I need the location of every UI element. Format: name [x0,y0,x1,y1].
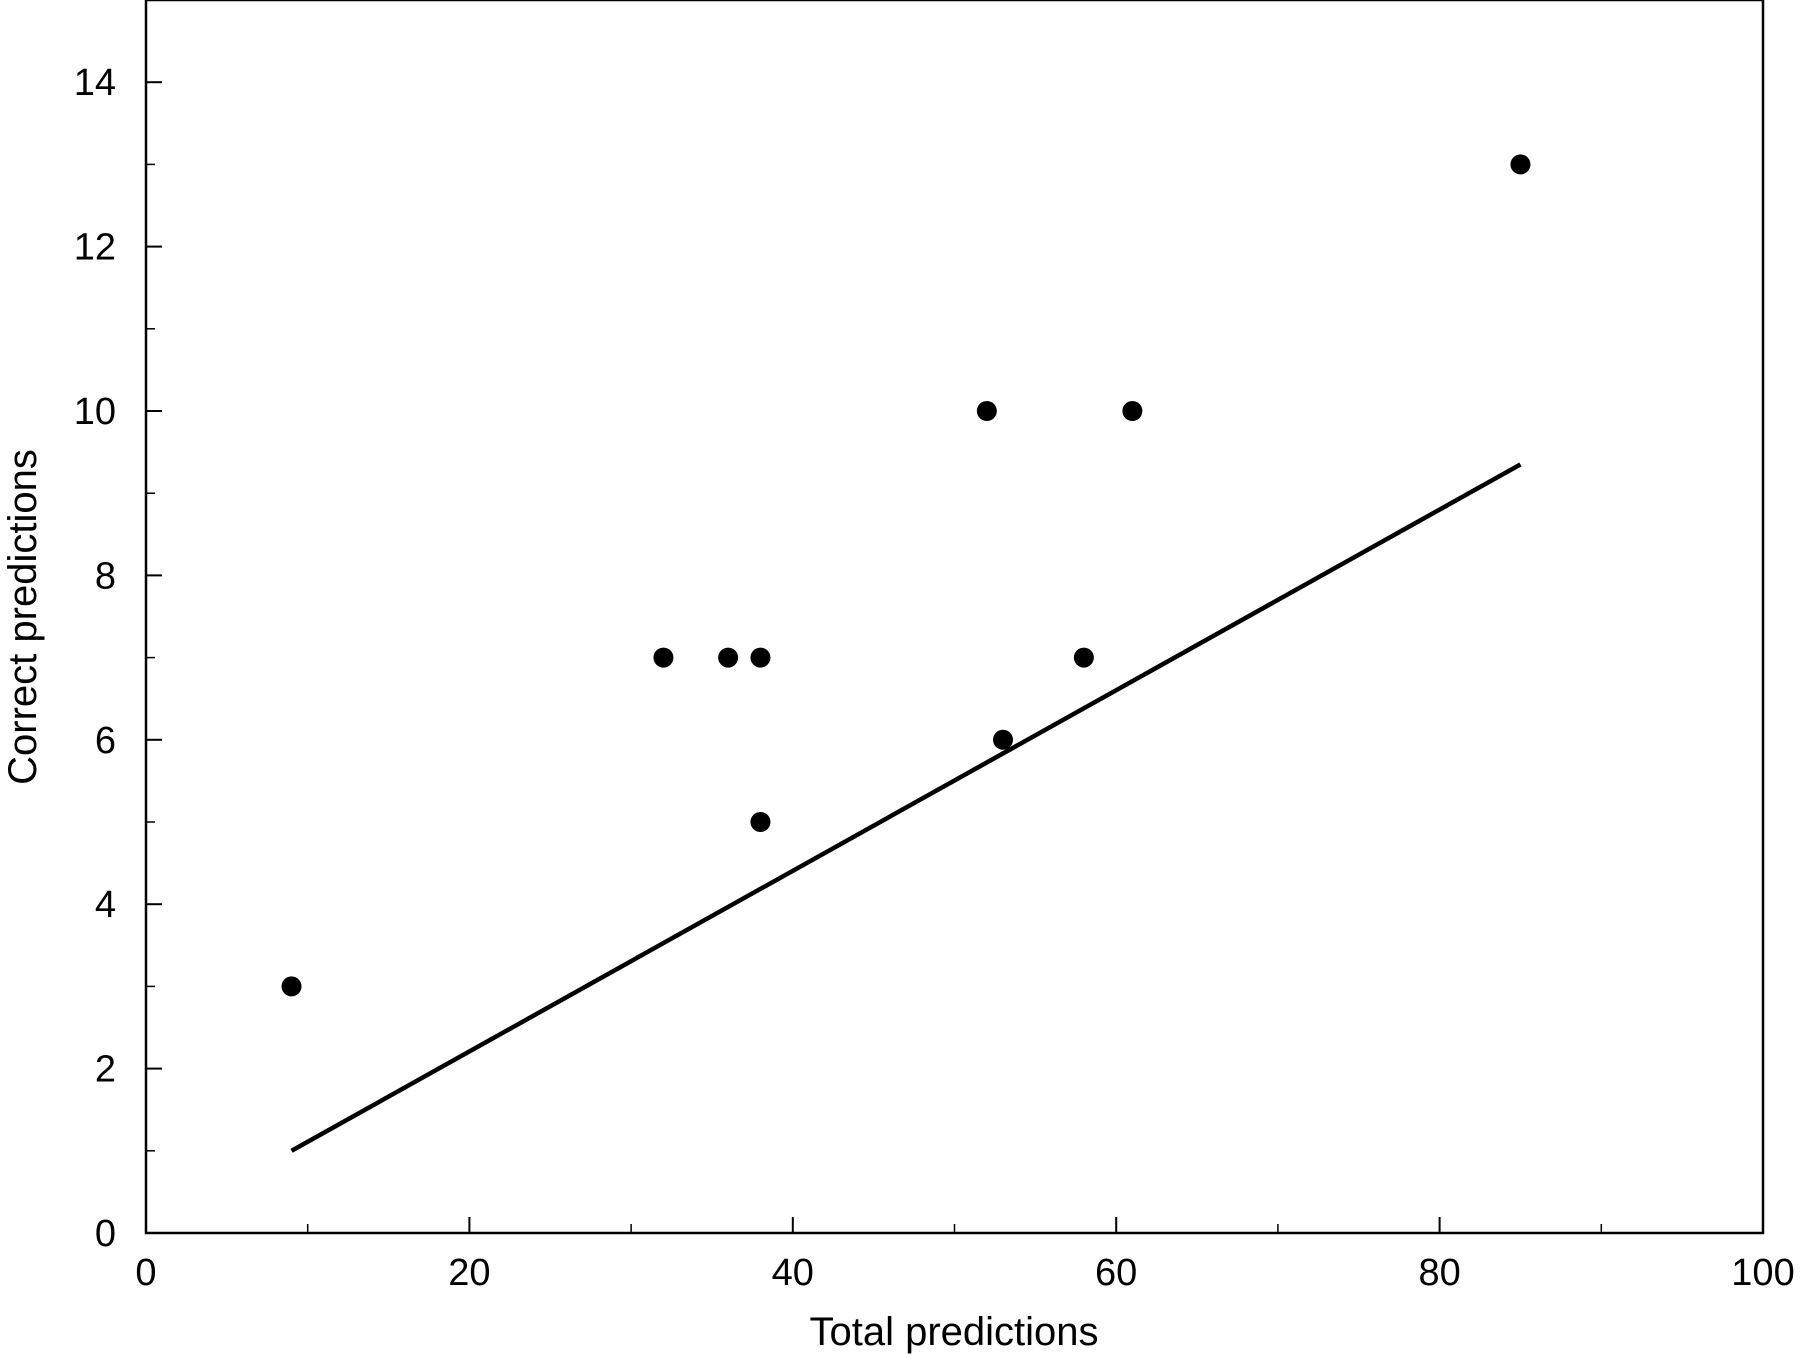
x-axis: 0 20 40 60 80 100 [135,1217,1795,1294]
x-tick-label: 20 [448,1252,490,1294]
plot-frame [144,0,1765,1235]
x-tick-label: 0 [135,1252,156,1294]
y-tick-label: 14 [74,62,116,104]
data-point [993,729,1014,750]
data-point [750,812,771,832]
data-point [653,647,674,668]
x-tick-label: 60 [1095,1252,1137,1294]
x-tick-label: 40 [772,1252,814,1294]
data-point [976,401,997,421]
y-tick-label: 8 [95,555,116,597]
y-tick-label: 6 [95,720,116,762]
y-axis-title: Correct predictions [1,449,45,785]
data-point [1073,647,1094,668]
y-tick-label: 2 [95,1049,116,1091]
y-tick-label: 12 [74,227,116,269]
x-axis-title: Total predictions [809,1310,1098,1354]
y-tick-label: 10 [74,391,116,433]
series-layer [281,154,1531,1153]
x-tick-label: 100 [1731,1252,1794,1294]
data-point [1122,401,1143,421]
data-point [750,647,771,668]
fit-line [290,462,1522,1153]
y-tick-label: 0 [95,1213,116,1255]
y-tick-label: 4 [95,884,116,926]
data-point [718,647,739,668]
data-point [1510,154,1531,175]
y-axis: 0 2 4 6 8 10 12 14 [74,62,162,1255]
data-point [281,976,302,997]
x-tick-label: 80 [1418,1252,1460,1294]
